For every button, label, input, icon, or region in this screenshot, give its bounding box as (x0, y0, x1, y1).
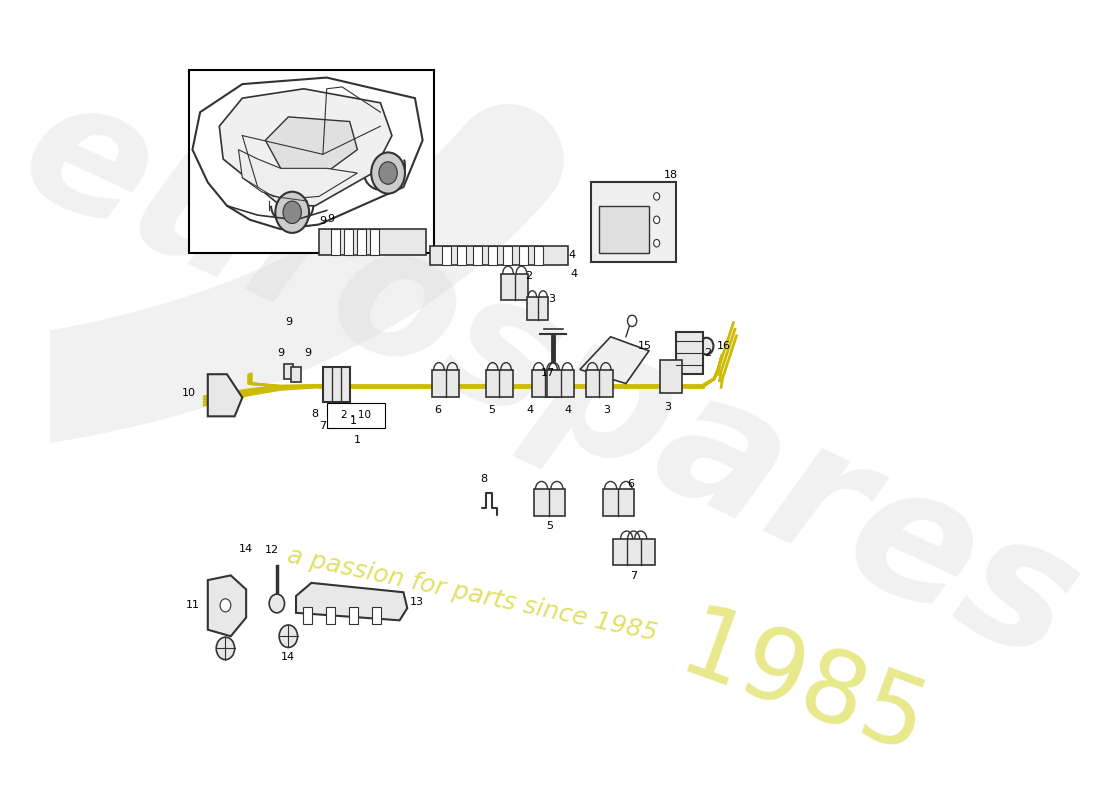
Text: 15: 15 (638, 341, 651, 351)
Text: 4: 4 (527, 405, 534, 415)
Polygon shape (239, 150, 358, 199)
Text: 7: 7 (630, 570, 637, 581)
Text: 13: 13 (409, 597, 424, 606)
Bar (592, 182, 675, 262)
Bar (370, 229, 378, 255)
Polygon shape (296, 583, 407, 620)
Bar (349, 607, 359, 624)
Bar (473, 246, 482, 265)
Circle shape (653, 216, 660, 223)
Circle shape (700, 338, 714, 354)
Bar (503, 246, 513, 265)
Polygon shape (192, 78, 422, 229)
Bar (372, 607, 382, 624)
Bar (284, 364, 293, 379)
Text: a passion for parts since 1985: a passion for parts since 1985 (285, 543, 660, 645)
Bar (430, 246, 569, 265)
Bar (326, 607, 336, 624)
Circle shape (653, 193, 660, 200)
Text: 14: 14 (282, 652, 296, 662)
Text: 11: 11 (186, 600, 200, 610)
Text: 9: 9 (277, 348, 284, 358)
Text: 1: 1 (354, 435, 361, 445)
Circle shape (217, 637, 234, 660)
Circle shape (270, 594, 285, 613)
Polygon shape (580, 337, 649, 383)
Bar (323, 366, 350, 402)
Bar (188, 70, 434, 253)
Text: 3: 3 (603, 405, 611, 415)
Text: 6: 6 (627, 478, 635, 489)
Text: 9: 9 (327, 214, 334, 223)
Bar (518, 246, 528, 265)
Text: 18: 18 (664, 170, 679, 180)
Bar (486, 370, 513, 397)
Circle shape (627, 315, 637, 326)
Bar (331, 229, 340, 255)
Bar (502, 274, 528, 300)
Circle shape (283, 201, 301, 223)
Text: 4: 4 (571, 269, 578, 279)
Text: 4: 4 (569, 250, 575, 260)
Circle shape (275, 192, 309, 233)
Text: 4: 4 (564, 405, 572, 415)
Bar (675, 332, 703, 374)
Bar (534, 490, 564, 515)
Text: 5: 5 (546, 521, 552, 531)
Bar (292, 366, 300, 382)
Bar (487, 246, 497, 265)
Text: 16: 16 (716, 341, 730, 351)
Bar (660, 360, 682, 393)
Bar (534, 246, 543, 265)
Text: 2: 2 (704, 348, 712, 358)
Text: 2: 2 (525, 271, 531, 281)
Text: 2 - 10: 2 - 10 (341, 410, 371, 420)
Text: 9: 9 (319, 216, 327, 226)
Polygon shape (208, 374, 242, 416)
Text: 1985: 1985 (667, 598, 938, 777)
Bar (600, 206, 649, 253)
Text: 9: 9 (304, 348, 311, 358)
Circle shape (653, 239, 660, 247)
Polygon shape (219, 89, 392, 206)
Text: 1: 1 (350, 416, 358, 426)
Bar (356, 229, 366, 255)
Bar (548, 370, 574, 397)
Bar (432, 370, 459, 397)
Bar (532, 370, 559, 397)
Text: 3: 3 (548, 294, 554, 304)
Text: 8: 8 (481, 474, 487, 484)
Text: 17: 17 (540, 368, 554, 378)
Text: 3: 3 (664, 402, 672, 412)
Circle shape (371, 153, 405, 194)
Bar (319, 229, 427, 255)
Bar (585, 370, 613, 397)
Bar (343, 229, 353, 255)
Bar (442, 246, 451, 265)
Text: 14: 14 (239, 544, 253, 554)
Bar (613, 539, 654, 565)
Text: 7: 7 (319, 421, 327, 431)
Bar (458, 246, 466, 265)
Bar (603, 490, 634, 515)
Bar (302, 607, 312, 624)
FancyBboxPatch shape (327, 403, 385, 427)
Text: 9: 9 (285, 318, 292, 327)
Text: 10: 10 (183, 388, 196, 398)
Text: eurospares: eurospares (0, 58, 1100, 700)
Text: 5: 5 (488, 405, 495, 415)
Circle shape (220, 599, 231, 612)
Circle shape (378, 162, 397, 184)
Circle shape (279, 625, 298, 647)
Text: 6: 6 (434, 405, 441, 415)
Bar (527, 298, 549, 320)
Polygon shape (265, 117, 358, 178)
Polygon shape (208, 575, 246, 636)
Text: 8: 8 (311, 409, 319, 419)
Text: 12: 12 (264, 545, 278, 555)
